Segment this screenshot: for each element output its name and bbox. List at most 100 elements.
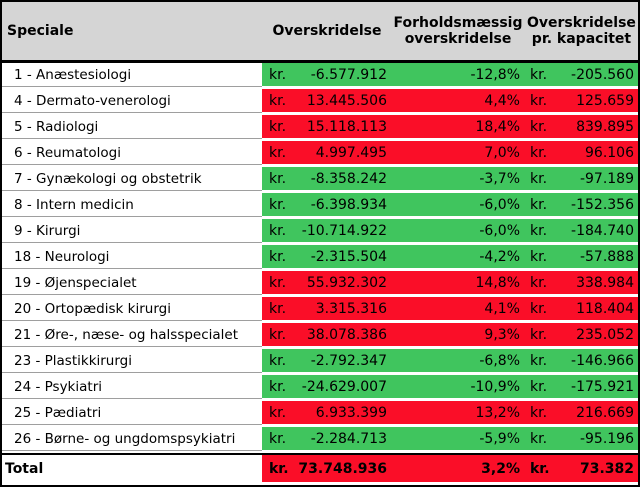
- currency-label: kr.: [269, 430, 287, 447]
- pr-kapacitet-cell: kr. -95.196: [524, 427, 638, 450]
- forholdsmaessig-cell: -5,9%: [392, 427, 524, 450]
- table-body: 1 - Anæstesiologi kr. -6.577.912 -12,8% …: [2, 63, 638, 482]
- overskridelse-cell: kr. 55.932.302: [262, 271, 392, 294]
- forholdsmaessig-cell: 9,3%: [392, 323, 524, 346]
- overskridelse-value: 15.118.113: [306, 118, 387, 135]
- currency-label: kr.: [530, 404, 548, 421]
- pr-kapacitet-value: 118.404: [576, 300, 634, 317]
- pr-kapacitet-cell: kr. 73.382: [524, 455, 638, 482]
- currency-label: kr.: [269, 326, 287, 343]
- currency-label: kr.: [530, 92, 548, 109]
- currency-label: kr.: [269, 248, 287, 265]
- table-row: 20 - Ortopædisk kirurgi kr. 3.315.316 4,…: [2, 297, 638, 320]
- speciale-cell: 5 - Radiologi: [2, 115, 262, 138]
- pr-kapacitet-value: -146.966: [571, 352, 634, 369]
- speciale-cell: 4 - Dermato-venerologi: [2, 89, 262, 112]
- forholdsmaessig-value: -5,9%: [479, 430, 520, 447]
- overskridelse-cell: kr. 3.315.316: [262, 297, 392, 320]
- pr-kapacitet-value: -97.189: [579, 170, 634, 187]
- pr-kapacitet-cell: kr. -97.189: [524, 167, 638, 190]
- currency-label: kr.: [530, 196, 548, 213]
- speciale-cell: 20 - Ortopædisk kirurgi: [2, 297, 262, 320]
- table-row: 26 - Børne- og ungdomspsykiatri kr. -2.2…: [2, 427, 638, 450]
- forholdsmaessig-cell: 14,8%: [392, 271, 524, 294]
- forholdsmaessig-value: 4,1%: [484, 300, 520, 317]
- overskridelse-cell: kr. -2.284.713: [262, 427, 392, 450]
- table-row: 4 - Dermato-venerologi kr. 13.445.506 4,…: [2, 89, 638, 112]
- pr-kapacitet-value: 338.984: [576, 274, 634, 291]
- overskridelse-value: -8.358.242: [310, 170, 387, 187]
- overskridelse-cell: kr. -6.398.934: [262, 193, 392, 216]
- speciale-cell: 21 - Øre-, næse- og halsspecialet: [2, 323, 262, 346]
- pr-kapacitet-cell: kr. 125.659: [524, 89, 638, 112]
- table-row: 7 - Gynækologi og obstetrik kr. -8.358.2…: [2, 167, 638, 190]
- currency-label: kr.: [530, 66, 548, 83]
- forholdsmaessig-cell: -12,8%: [392, 63, 524, 86]
- currency-label: kr.: [269, 92, 287, 109]
- speciale-cell: 9 - Kirurgi: [2, 219, 262, 242]
- forholdsmaessig-value: 9,3%: [484, 326, 520, 343]
- overskridelse-value: 38.078.386: [306, 326, 387, 343]
- overskridelse-value: 73.748.936: [298, 460, 387, 477]
- currency-label: kr.: [269, 144, 287, 161]
- pr-kapacitet-value: -175.921: [571, 378, 634, 395]
- overskridelse-cell: kr. -24.629.007: [262, 375, 392, 398]
- speciale-cell: 23 - Plastikkirurgi: [2, 349, 262, 372]
- forholdsmaessig-cell: 4,4%: [392, 89, 524, 112]
- pr-kapacitet-cell: kr. -146.966: [524, 349, 638, 372]
- currency-label: kr.: [269, 66, 287, 83]
- speciale-cell: 6 - Reumatologi: [2, 141, 262, 164]
- overskridelse-value: 13.445.506: [306, 92, 387, 109]
- table-row: 8 - Intern medicin kr. -6.398.934 -6,0% …: [2, 193, 638, 216]
- table-row: 18 - Neurologi kr. -2.315.504 -4,2% kr. …: [2, 245, 638, 268]
- pr-kapacitet-value: 96.106: [585, 144, 634, 161]
- overskridelse-cell: kr. -2.315.504: [262, 245, 392, 268]
- currency-label: kr.: [530, 460, 550, 477]
- speciale-cell: 19 - Øjenspecialet: [2, 271, 262, 294]
- currency-label: kr.: [530, 248, 548, 265]
- currency-label: kr.: [269, 460, 289, 477]
- overskridelse-value: -2.315.504: [310, 248, 387, 265]
- pr-kapacitet-cell: kr. 118.404: [524, 297, 638, 320]
- currency-label: kr.: [269, 222, 287, 239]
- pr-kapacitet-value: 125.659: [576, 92, 634, 109]
- currency-label: kr.: [269, 118, 287, 135]
- header-overskridelse: Overskridelse: [272, 22, 382, 39]
- forholdsmaessig-cell: -6,8%: [392, 349, 524, 372]
- table-row: 19 - Øjenspecialet kr. 55.932.302 14,8% …: [2, 271, 638, 294]
- overskridelse-cell: kr. -2.792.347: [262, 349, 392, 372]
- pr-kapacitet-cell: kr. 338.984: [524, 271, 638, 294]
- currency-label: kr.: [269, 378, 287, 395]
- forholdsmaessig-value: -10,9%: [470, 378, 520, 395]
- pr-kapacitet-value: -57.888: [579, 248, 634, 265]
- forholdsmaessig-cell: -4,2%: [392, 245, 524, 268]
- currency-label: kr.: [530, 144, 548, 161]
- overskridelse-cell: kr. 13.445.506: [262, 89, 392, 112]
- pr-kapacitet-cell: kr. -57.888: [524, 245, 638, 268]
- pr-kapacitet-cell: kr. -175.921: [524, 375, 638, 398]
- overskridelse-value: -2.284.713: [310, 430, 387, 447]
- speciale-cell: 7 - Gynækologi og obstetrik: [2, 167, 262, 190]
- overskridelse-cell: kr. 38.078.386: [262, 323, 392, 346]
- forholdsmaessig-cell: -3,7%: [392, 167, 524, 190]
- forholdsmaessig-value: 4,4%: [484, 92, 520, 109]
- header-forholdsmaessig-overskridelse: Forholdsmæssig overskridelse: [393, 14, 523, 47]
- forholdsmaessig-cell: 3,2%: [392, 455, 524, 482]
- currency-label: kr.: [530, 170, 548, 187]
- overskridelse-cell: kr. -8.358.242: [262, 167, 392, 190]
- overskridelse-cell: kr. 73.748.936: [262, 455, 392, 482]
- forholdsmaessig-value: 13,2%: [475, 404, 520, 421]
- forholdsmaessig-value: -3,7%: [479, 170, 520, 187]
- forholdsmaessig-value: -6,8%: [479, 352, 520, 369]
- overskridelse-value: -10.714.922: [301, 222, 387, 239]
- pr-kapacitet-value: 216.669: [576, 404, 634, 421]
- forholdsmaessig-cell: -6,0%: [392, 193, 524, 216]
- forholdsmaessig-value: -6,0%: [479, 196, 520, 213]
- currency-label: kr.: [269, 404, 287, 421]
- forholdsmaessig-cell: 13,2%: [392, 401, 524, 424]
- overskridelse-cell: kr. 4.997.495: [262, 141, 392, 164]
- pr-kapacitet-cell: kr. 839.895: [524, 115, 638, 138]
- overskridelse-value: 55.932.302: [306, 274, 387, 291]
- overskridelse-cell: kr. 6.933.399: [262, 401, 392, 424]
- forholdsmaessig-cell: 18,4%: [392, 115, 524, 138]
